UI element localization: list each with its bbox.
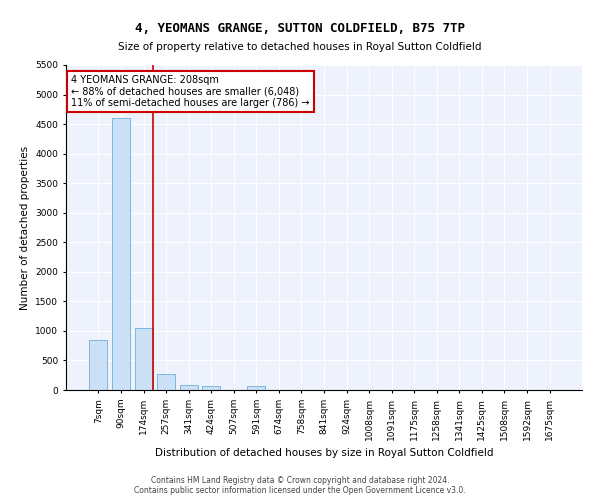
Text: Contains HM Land Registry data © Crown copyright and database right 2024.
Contai: Contains HM Land Registry data © Crown c… [134,476,466,495]
Bar [247,386,265,390]
Bar [179,384,198,390]
Bar [157,374,175,390]
Bar [89,340,107,390]
Text: 4 YEOMANS GRANGE: 208sqm
← 88% of detached houses are smaller (6,048)
11% of sem: 4 YEOMANS GRANGE: 208sqm ← 88% of detach… [71,74,310,108]
Text: Size of property relative to detached houses in Royal Sutton Coldfield: Size of property relative to detached ho… [118,42,482,52]
Bar [112,118,130,390]
Bar [202,386,220,390]
Bar [134,328,152,390]
Y-axis label: Number of detached properties: Number of detached properties [20,146,30,310]
Text: 4, YEOMANS GRANGE, SUTTON COLDFIELD, B75 7TP: 4, YEOMANS GRANGE, SUTTON COLDFIELD, B75… [135,22,465,36]
X-axis label: Distribution of detached houses by size in Royal Sutton Coldfield: Distribution of detached houses by size … [155,448,493,458]
